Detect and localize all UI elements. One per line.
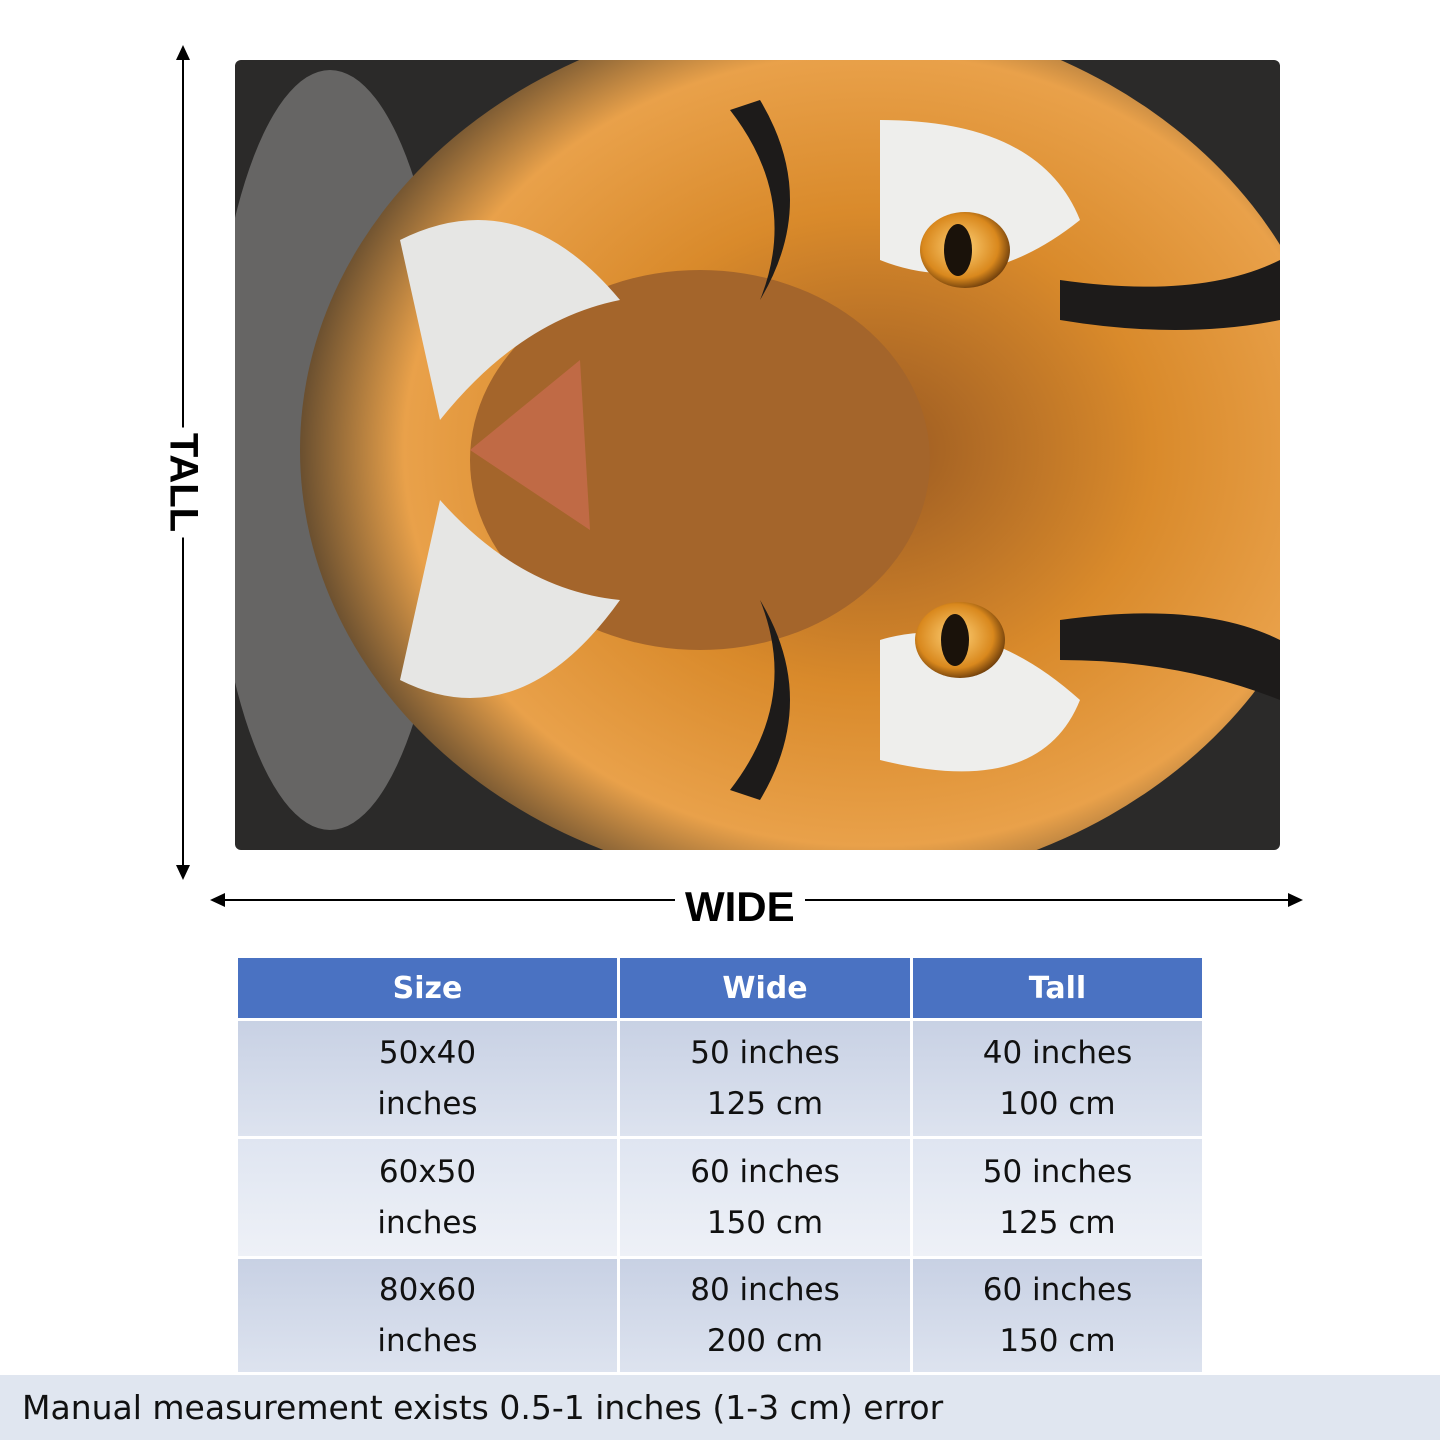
table-cell: 80 inches 200 cm <box>620 1259 910 1372</box>
cell-line: 60x50 <box>378 1153 477 1190</box>
cell-line: inches <box>377 1204 478 1241</box>
cell-line: 50 inches <box>982 1153 1133 1190</box>
header-cell: Size <box>238 958 617 1018</box>
cell-line: 50 inches <box>690 1034 840 1071</box>
cell-line: 40 inches <box>982 1034 1133 1071</box>
cell-line: 80 inches <box>690 1271 840 1308</box>
cell-line: inches <box>377 1322 478 1359</box>
cell-line: 150 cm <box>999 1322 1116 1359</box>
cell-line: 50x40 <box>378 1034 477 1071</box>
cell-line: 125 cm <box>706 1085 824 1122</box>
table-cell: 50x40 inches <box>238 1021 617 1136</box>
tall-label: TALL <box>160 427 206 538</box>
cell-line: inches <box>377 1085 478 1122</box>
cell-line: 100 cm <box>999 1085 1116 1122</box>
illustration <box>176 45 1303 907</box>
table-cell: 50 inches 125 cm <box>620 1021 910 1136</box>
note: Manual measurement exists 0.5-1 inches (… <box>0 1375 1440 1440</box>
table-cell: 60 inches 150 cm <box>620 1139 910 1256</box>
table-cell: 80x60 inches <box>238 1259 617 1372</box>
table-cell: 50 inches 125 cm <box>913 1139 1202 1256</box>
cell-line: 60 inches <box>690 1153 840 1190</box>
table-cell: 40 inches 100 cm <box>913 1021 1202 1136</box>
wide-label: WIDE <box>675 883 805 931</box>
table-cell: 60x50 inches <box>238 1139 617 1256</box>
header-cell: Tall <box>913 958 1202 1018</box>
cell-line: 60 inches <box>982 1271 1133 1308</box>
size-table: Size Wide Tall 50x40 inches 50 inches 125 cm 40… <box>238 958 1202 1372</box>
cell-line: 200 cm <box>706 1322 824 1359</box>
header-cell: Wide <box>620 958 910 1018</box>
table-cell: 60 inches 150 cm <box>913 1259 1202 1372</box>
cell-line: 80x60 <box>378 1271 477 1308</box>
cell-line: 150 cm <box>706 1204 824 1241</box>
cell-line: 125 cm <box>999 1204 1116 1241</box>
blanket <box>235 60 1280 850</box>
